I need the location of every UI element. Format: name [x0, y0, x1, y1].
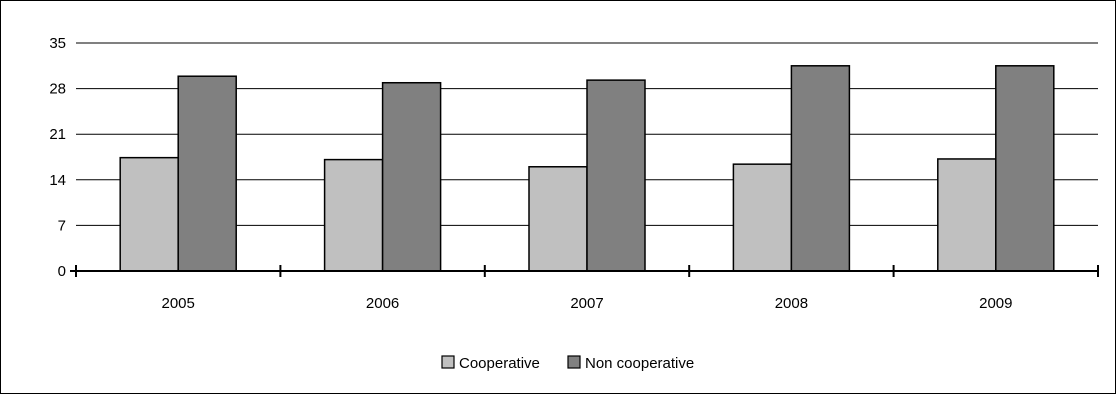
x-tick-label: 2009 [979, 295, 1012, 312]
x-tick-label: 2007 [570, 295, 603, 312]
bar-cooperative [323, 158, 384, 272]
legend: Cooperative Non cooperative [441, 355, 694, 372]
legend-swatch-cooperative [441, 355, 455, 369]
x-axis-ticks: 2005 2006 2007 2008 2009 [162, 295, 1013, 312]
y-tick-label: 0 [58, 263, 66, 280]
legend-swatch-non-cooperative [567, 355, 581, 369]
y-tick-label: 35 [49, 35, 66, 52]
y-axis-ticks: 0 7 14 21 28 35 [49, 35, 66, 280]
bar-non-cooperative [586, 79, 646, 272]
bar-cooperative [732, 163, 793, 272]
y-tick-label: 28 [49, 81, 66, 98]
legend-label: Non cooperative [585, 355, 694, 372]
bar-cooperative [528, 166, 588, 272]
x-axis [70, 265, 1099, 277]
bar-non-cooperative [177, 75, 237, 272]
bar-non-cooperative [790, 65, 851, 272]
y-tick-label: 7 [58, 217, 66, 234]
x-tick-label: 2006 [366, 295, 399, 312]
bar-cooperative [119, 156, 179, 272]
bar-cooperative [937, 158, 997, 272]
x-tick-label: 2005 [162, 295, 195, 312]
x-tick-label: 2008 [775, 295, 808, 312]
legend-label: Cooperative [459, 355, 540, 372]
bars [119, 65, 1055, 272]
bar-non-cooperative [381, 81, 442, 272]
y-tick-label: 14 [49, 172, 66, 189]
bar-non-cooperative [995, 65, 1055, 272]
y-tick-label: 21 [49, 126, 66, 143]
